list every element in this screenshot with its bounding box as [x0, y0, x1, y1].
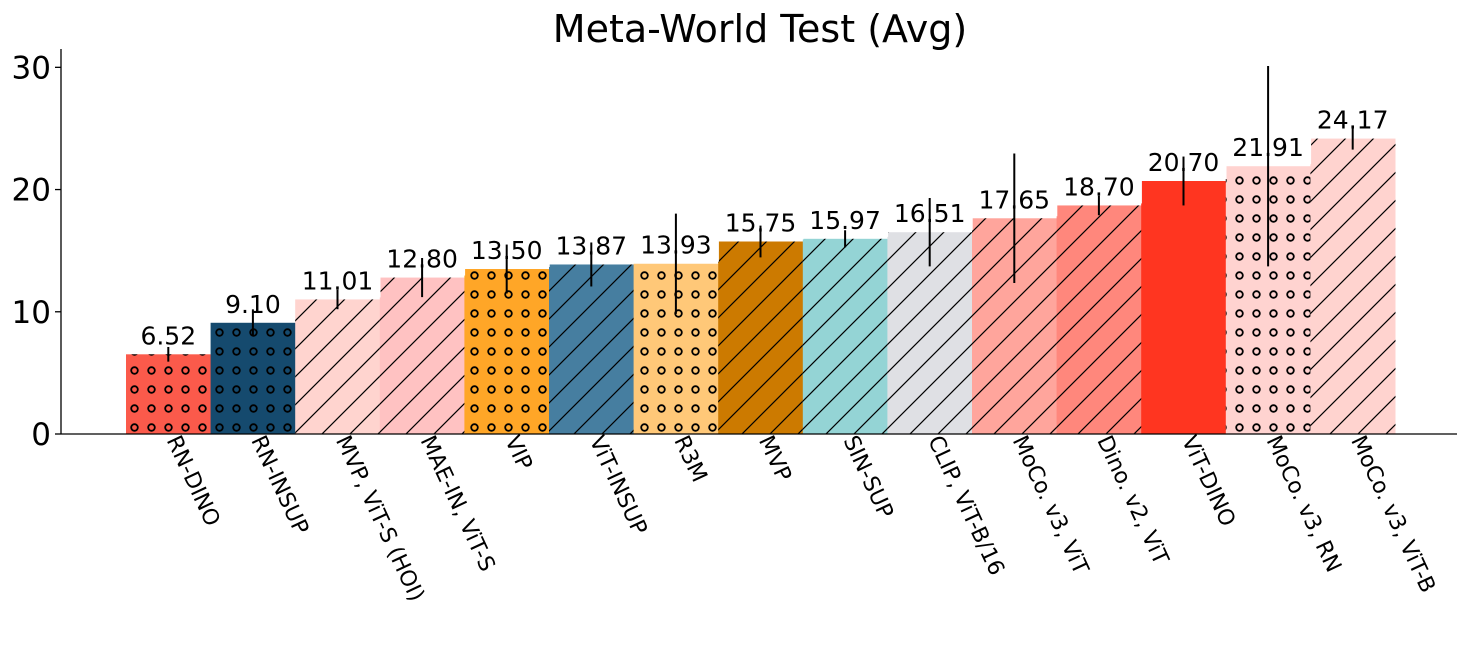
x-tick-label: Dino. v2, ViT	[1091, 432, 1173, 569]
chart-title: Meta-World Test (Avg)	[553, 7, 967, 51]
axes-layer: 0 10 20 30	[12, 49, 1457, 453]
x-tick-label: CLIP, ViT-B/16	[922, 432, 1009, 580]
bar-hatch	[718, 241, 804, 434]
x-tick-label: R3M	[668, 432, 711, 486]
x-tick-label: ViT-INSUP	[584, 432, 652, 539]
x-tick-label: MAE-IN, ViT-S	[415, 432, 500, 576]
x-tick-label: VIP	[499, 432, 536, 474]
x-tick-label: MoCo. v3, ViT	[1007, 432, 1093, 579]
data-label-bg	[133, 319, 204, 353]
bar	[1141, 181, 1227, 434]
x-tick-label: MoCo. v3, RN	[1261, 432, 1346, 576]
y-tick-label: 20	[12, 173, 51, 209]
bar-hatch	[295, 299, 381, 434]
x-tick-labels: RN-DINO RN-INSUP MVP, ViT-S (HOI)MAE-IN, V…	[161, 432, 1440, 606]
x-tick-label: MVP, ViT-S (HOI)	[330, 432, 429, 606]
bar-hatch	[126, 354, 212, 434]
bar-hatch	[1056, 205, 1142, 434]
data-label: 6.52	[140, 321, 196, 350]
x-tick-label: RN-DINO	[161, 432, 225, 530]
bar-hatch	[464, 269, 550, 434]
y-tick-label: 10	[12, 295, 51, 331]
x-tick-label: MoCo. v3, ViT-B	[1345, 432, 1440, 597]
data-label: 15.97	[809, 206, 881, 235]
x-tick-label: MVP	[753, 432, 796, 485]
x-tick-label: ViT-DINO	[1176, 432, 1240, 531]
bar-hatch	[802, 238, 888, 434]
bar-hatch	[379, 277, 465, 434]
bar-hatch	[1310, 138, 1396, 435]
errors-layer	[167, 65, 1354, 362]
bar-hatch	[549, 264, 635, 434]
x-tick-label: RN-INSUP	[245, 432, 312, 539]
y-tick-label: 30	[12, 50, 51, 86]
bar-hatch	[210, 322, 296, 434]
y-tick-label: 0	[31, 417, 51, 453]
x-tick-label: SIN-SUP	[838, 432, 898, 522]
bars-layer	[126, 138, 1396, 435]
